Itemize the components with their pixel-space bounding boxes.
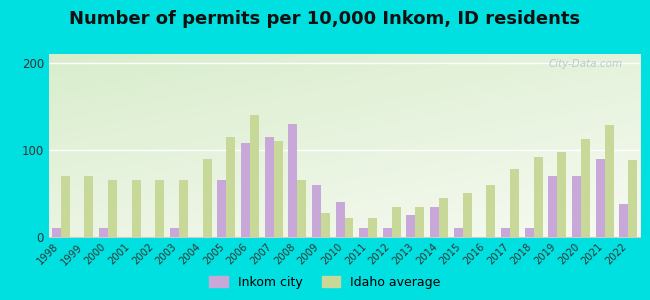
Bar — [297, 180, 306, 237]
Bar — [241, 143, 250, 237]
Bar — [359, 228, 368, 237]
Bar — [335, 202, 345, 237]
Bar — [288, 124, 297, 237]
Bar — [415, 206, 424, 237]
Bar — [51, 228, 60, 237]
Bar — [383, 228, 392, 237]
Bar — [108, 180, 117, 237]
Bar — [368, 218, 377, 237]
Bar — [274, 141, 283, 237]
Bar — [84, 176, 93, 237]
Bar — [217, 180, 226, 237]
Bar — [558, 152, 566, 237]
Bar — [619, 204, 629, 237]
Bar — [406, 215, 415, 237]
Bar — [179, 180, 188, 237]
Bar — [439, 198, 448, 237]
Bar — [344, 218, 354, 237]
Bar — [604, 125, 614, 237]
Bar — [312, 185, 321, 237]
Bar — [250, 115, 259, 237]
Bar — [226, 137, 235, 237]
Bar — [454, 228, 463, 237]
Bar — [99, 228, 108, 237]
Bar — [60, 176, 70, 237]
Bar — [203, 159, 211, 237]
Legend: Inkom city, Idaho average: Inkom city, Idaho average — [204, 271, 446, 294]
Bar — [265, 137, 274, 237]
Bar — [170, 228, 179, 237]
Bar — [463, 194, 472, 237]
Bar — [486, 185, 495, 237]
Text: Number of permits per 10,000 Inkom, ID residents: Number of permits per 10,000 Inkom, ID r… — [70, 11, 580, 28]
Bar — [430, 206, 439, 237]
Bar — [155, 180, 164, 237]
Bar — [534, 157, 543, 237]
Bar — [629, 160, 638, 237]
Bar — [549, 176, 558, 237]
Bar — [501, 228, 510, 237]
Text: City-Data.com: City-Data.com — [549, 59, 623, 70]
Bar — [321, 213, 330, 237]
Bar — [525, 228, 534, 237]
Bar — [596, 159, 605, 237]
Bar — [572, 176, 581, 237]
Bar — [392, 206, 401, 237]
Bar — [131, 180, 140, 237]
Bar — [581, 140, 590, 237]
Bar — [510, 169, 519, 237]
